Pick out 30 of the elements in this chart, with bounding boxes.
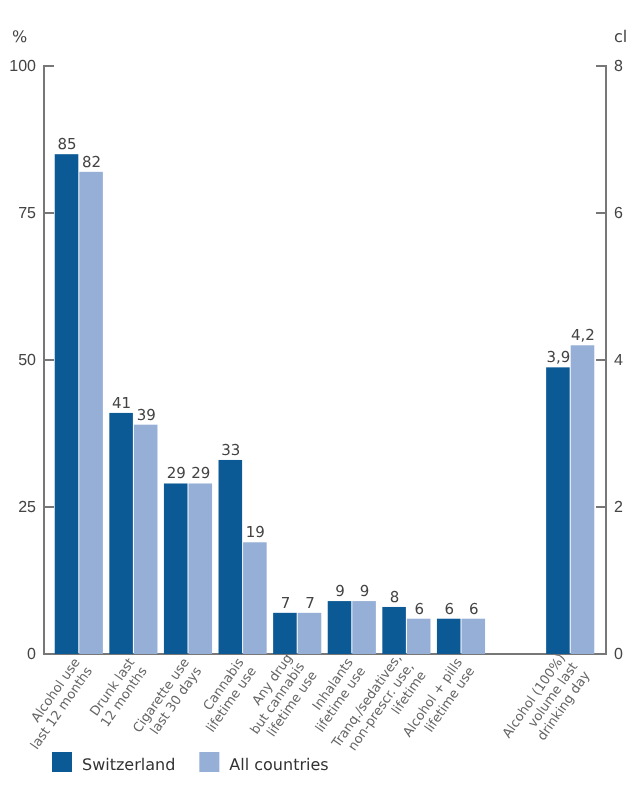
bar [133, 424, 158, 654]
y2-axis-title: cl [614, 28, 628, 46]
y2-tick-label: 2 [614, 498, 624, 517]
y2-tick-label: 0 [614, 645, 624, 664]
bar [297, 612, 322, 654]
bar [273, 612, 297, 654]
bar [163, 483, 188, 654]
bar [352, 601, 376, 654]
bar [243, 542, 267, 654]
y2-tick-label: 8 [614, 57, 624, 76]
y-tick-label: 100 [9, 57, 38, 76]
bar [79, 171, 103, 654]
bar [461, 618, 486, 654]
bar [327, 601, 352, 654]
y-tick-label: 25 [18, 498, 38, 517]
y-tick-label: 0 [27, 645, 38, 664]
y-tick-label: 50 [18, 351, 38, 370]
y2-tick-label: 6 [614, 204, 624, 223]
bar [406, 618, 431, 654]
bar [109, 412, 133, 654]
legend-label: Switzerland [82, 756, 176, 774]
legend-label: All countries [229, 756, 329, 774]
y-axis-title: % [12, 28, 28, 46]
bar [54, 154, 79, 654]
y-tick-label: 75 [18, 204, 38, 223]
bar [436, 618, 461, 654]
bar [188, 483, 213, 654]
bar [382, 606, 406, 654]
y2-tick-label: 4 [614, 351, 624, 370]
bar [218, 459, 243, 654]
